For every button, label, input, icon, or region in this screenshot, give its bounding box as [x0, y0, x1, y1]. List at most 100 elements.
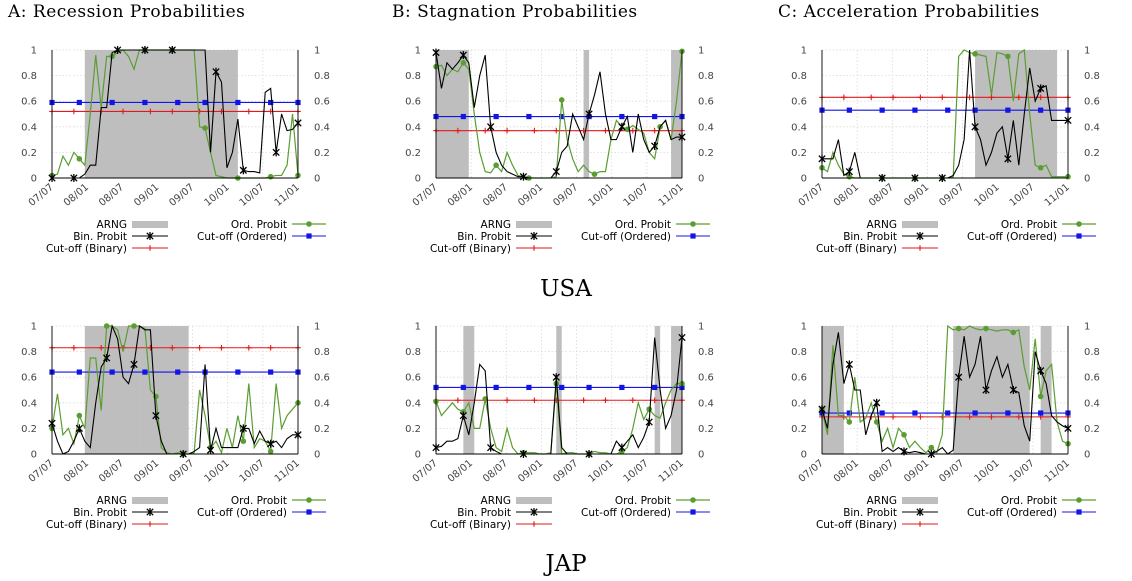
cutoff-ordered-marker — [202, 99, 208, 106]
y-tick-label-right: 0 — [1084, 450, 1090, 461]
cutoff-ordered-marker — [268, 99, 274, 106]
row-label-usa: USA — [540, 276, 592, 302]
x-tick-label: 07/07 — [27, 182, 56, 209]
chart-jap-acceleration: 0 0 0.2 0.2 0.4 0.4 0.6 0.6 0.8 0.8 1 1 07/07 08/01 08… — [791, 322, 1100, 532]
y-tick-label-left: 0.8 — [791, 71, 807, 82]
arng-shade — [671, 50, 682, 178]
arng-shade — [84, 326, 140, 454]
binary-probit-marker — [272, 148, 280, 157]
legend-arng-swatch — [516, 497, 552, 504]
y-tick-label-left: 0 — [801, 450, 807, 461]
ordered-probit-marker — [591, 171, 598, 177]
legend-cutoff-binary-label: Cut-off (Binary) — [430, 243, 511, 255]
binary-probit-marker — [141, 46, 149, 54]
binary-probit-marker — [519, 172, 528, 181]
y-tick-label-left: 0.4 — [21, 398, 37, 409]
x-tick-label: 10/07 — [238, 458, 267, 485]
y-tick-label-left: 0.2 — [405, 424, 421, 435]
arng-shade — [556, 326, 562, 454]
binary-probit-marker — [1009, 386, 1017, 394]
binary-probit-marker — [1037, 84, 1045, 93]
x-tick-label: 09/07 — [551, 182, 580, 209]
x-tick-label: 10/07 — [622, 182, 651, 209]
y-tick-label-right: 1 — [698, 322, 704, 333]
y-tick-label-left: 0 — [415, 450, 421, 461]
y-tick-label-right: 0.2 — [314, 424, 330, 435]
y-tick-label-right: 0.8 — [314, 347, 330, 358]
cutoff-ordered-marker — [526, 384, 532, 391]
cutoff-binary-marker — [531, 397, 538, 404]
y-tick-label-right: 0 — [314, 174, 320, 185]
cutoff-ordered-marker — [972, 107, 978, 113]
cutoff-binary-marker — [630, 127, 636, 134]
binary-probit-marker — [212, 67, 220, 76]
x-tick-label: 09/01 — [902, 182, 931, 209]
binary-probit-marker — [130, 360, 138, 369]
chart-jap-recession: 0 0 0.2 0.2 0.4 0.4 0.6 0.6 0.8 0.8 1 1 07/07 08/01 08… — [21, 322, 330, 532]
y-tick-label-left: 0.8 — [405, 347, 421, 358]
cutoff-binary-marker — [917, 414, 924, 420]
legend-cutoff-ordered-label: Cut-off (Ordered) — [197, 507, 287, 519]
x-tick-label: 09/01 — [516, 182, 545, 209]
y-tick-label-right: 0.2 — [698, 148, 714, 159]
cutoff-binary-marker — [890, 414, 896, 420]
legend-arng-swatch — [902, 497, 938, 504]
cutoff-ordered-marker — [175, 369, 181, 375]
y-tick-label-left: 0.2 — [21, 424, 37, 435]
x-tick-label: 09/07 — [167, 458, 196, 485]
y-tick-label-right: 0.8 — [698, 347, 714, 358]
legend-cutoff-ordered-marker — [690, 233, 696, 239]
chart-usa-stagnation: 0 0 0.2 0.2 0.4 0.4 0.6 0.6 0.8 0.8 1 1 07/07 08/01 08… — [405, 46, 714, 256]
binary-probit-marker — [585, 110, 593, 118]
y-tick-label-left: 0.6 — [405, 97, 421, 108]
y-tick-label-right: 0.8 — [1084, 71, 1100, 82]
y-tick-label-left: 1 — [31, 46, 37, 57]
y-tick-label-right: 0.4 — [698, 122, 714, 133]
y-tick-label-right: 0.4 — [314, 122, 330, 133]
arng-shade — [84, 50, 238, 178]
y-tick-label-left: 0.6 — [405, 373, 421, 384]
binary-probit-marker — [845, 360, 853, 369]
ordered-probit-marker — [76, 156, 83, 162]
legend-cutoff-binary-label: Cut-off (Binary) — [46, 519, 127, 531]
ordered-probit-marker — [972, 51, 978, 57]
binary-probit-marker — [459, 411, 467, 420]
legend-ordered-marker — [306, 497, 312, 503]
cutoff-ordered-marker — [460, 384, 466, 391]
cutoff-binary-marker — [218, 344, 225, 351]
ordered-probit-marker — [76, 412, 83, 419]
binary-probit-marker — [487, 443, 495, 452]
legend-cutoff-ordered-marker — [690, 509, 696, 515]
legend-cutoff-ordered-marker — [306, 233, 312, 239]
legend-arng-label: ARNG — [481, 495, 511, 507]
cutoff-binary-marker — [531, 127, 538, 134]
legend-binary-label: Bin. Probit — [843, 507, 897, 519]
y-tick-label-right: 0.8 — [698, 71, 714, 82]
x-tick-label: 10/07 — [1008, 182, 1037, 209]
legend-cutoff-binary-marker — [917, 245, 923, 251]
cutoff-binary-marker — [966, 414, 973, 420]
cutoff-ordered-marker — [945, 410, 951, 416]
ordered-probit-marker — [928, 444, 935, 451]
column-title-a: A: Recession Probabilities — [8, 2, 246, 22]
legend-cutoff-binary-label: Cut-off (Binary) — [46, 243, 127, 255]
cutoff-ordered-marker — [559, 384, 565, 391]
y-tick-label-left: 0.4 — [405, 122, 421, 133]
cutoff-binary-marker — [939, 414, 946, 420]
cutoff-binary-marker — [147, 108, 154, 115]
x-tick-label: 07/07 — [27, 458, 56, 485]
cutoff-binary-marker — [939, 94, 946, 101]
y-tick-label-right: 0 — [1084, 174, 1090, 185]
ordered-probit-marker — [202, 125, 208, 131]
x-tick-label: 09/01 — [132, 182, 161, 209]
arng-shade — [583, 50, 590, 178]
legend-binary-label: Bin. Probit — [457, 507, 511, 519]
legend-ordered-label: Ord. Probit — [615, 219, 671, 231]
x-tick-label: 09/07 — [551, 458, 580, 485]
y-tick-label-right: 0.2 — [314, 148, 330, 159]
cutoff-binary-marker — [267, 344, 274, 351]
cutoff-binary-marker — [246, 108, 252, 115]
legend-arng-swatch — [516, 221, 552, 228]
arng-shade — [463, 326, 475, 454]
y-tick-label-right: 0.8 — [314, 71, 330, 82]
